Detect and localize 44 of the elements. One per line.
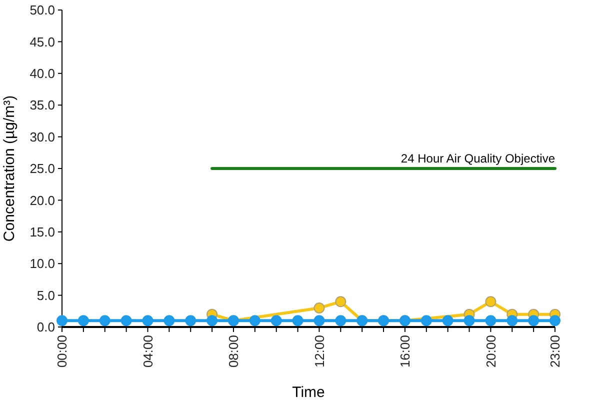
y-axis-title: Concentration (µg/m³) xyxy=(1,95,18,242)
x-tick-label: 08:00 xyxy=(226,335,242,368)
y-tick-label: 0.0 xyxy=(36,320,55,335)
point xyxy=(335,296,346,308)
y-tick-label: 45.0 xyxy=(30,34,55,50)
point xyxy=(335,315,346,326)
point xyxy=(185,315,196,326)
point xyxy=(442,315,454,326)
point xyxy=(78,315,89,326)
y-tick-label: 5.0 xyxy=(36,288,55,303)
x-tick-label: 20:00 xyxy=(483,335,498,368)
y-tick-label: 20.0 xyxy=(30,192,55,208)
point xyxy=(314,315,325,326)
point xyxy=(164,315,175,326)
x-tick-label: 16:00 xyxy=(398,335,413,368)
point xyxy=(270,315,282,326)
y-tick-label: 40.0 xyxy=(30,66,55,81)
x-axis-title: Time xyxy=(292,384,325,400)
point xyxy=(56,315,68,326)
point xyxy=(142,315,154,326)
x-tick-label: 00:00 xyxy=(54,335,70,368)
point xyxy=(528,315,540,326)
y-tick-label: 30.0 xyxy=(30,129,55,144)
point xyxy=(314,302,325,314)
point xyxy=(464,315,475,326)
y-tick-label: 50.0 xyxy=(30,2,55,18)
point xyxy=(206,315,218,326)
series-label: 24 Hour Air Quality Objective xyxy=(400,152,556,166)
point xyxy=(292,315,304,326)
point xyxy=(485,315,496,326)
y-tick-label: 15.0 xyxy=(30,224,55,240)
x-tick-label: 04:00 xyxy=(140,335,156,368)
x-tick-label: 23:00 xyxy=(548,335,563,368)
y-tick-label: 35.0 xyxy=(30,98,55,113)
point xyxy=(506,315,518,326)
y-tick-label: 10.0 xyxy=(30,256,55,272)
point xyxy=(485,296,496,308)
point xyxy=(420,315,432,326)
point xyxy=(550,315,560,326)
x-tick-label: 12:00 xyxy=(312,335,327,368)
y-tick-label: 25.0 xyxy=(30,161,55,176)
point xyxy=(249,315,260,326)
point xyxy=(99,315,110,326)
point xyxy=(120,315,132,326)
